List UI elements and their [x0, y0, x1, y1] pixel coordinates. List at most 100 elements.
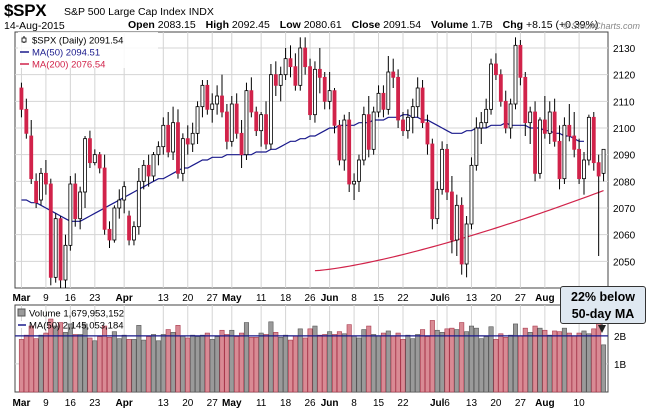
candle — [107, 221, 112, 248]
candle-body — [357, 159, 361, 182]
volume-bar — [473, 327, 479, 393]
candle — [396, 69, 401, 128]
volume-bar — [366, 325, 372, 393]
quote-date: 14-Aug-2015 — [4, 20, 65, 32]
volume-bar — [273, 332, 279, 393]
volume-bar — [33, 338, 39, 393]
volume-bar — [297, 328, 303, 393]
volume-bar — [410, 338, 416, 393]
volume-bar — [170, 332, 176, 393]
price-x-tick-label: 27 — [207, 293, 219, 304]
candle-body — [249, 90, 254, 113]
price-y-tick-label: 2050 — [613, 257, 636, 268]
candle-body — [39, 172, 43, 201]
candle-body — [572, 135, 577, 150]
candle-body — [410, 106, 415, 118]
candle — [88, 130, 92, 168]
open-label: Open — [128, 19, 155, 31]
candle-body — [489, 63, 493, 110]
candle — [273, 61, 278, 96]
volume-bar — [390, 335, 396, 393]
price-x-tick-label: 22 — [397, 293, 409, 304]
volume-bar — [415, 334, 421, 393]
volume-x-tick-label: 13 — [158, 398, 170, 409]
price-x-tick-label: Mar — [13, 293, 31, 304]
candle — [577, 138, 582, 184]
volume-bar — [121, 334, 127, 393]
candle — [180, 133, 185, 182]
candle — [102, 154, 107, 235]
volume-bar — [209, 339, 215, 393]
price-legend-bg — [18, 32, 158, 68]
price-x-tick-label: 15 — [373, 293, 385, 304]
candle — [234, 93, 239, 139]
candle — [48, 178, 53, 286]
volume-bar — [552, 330, 558, 393]
volume-legend-text-vma50: MA(50) 2,145,053,184 — [29, 321, 124, 332]
candle-body — [322, 76, 327, 102]
candle — [244, 82, 249, 160]
price-x-tick-label: 8 — [351, 293, 357, 304]
candle-body — [420, 87, 425, 124]
candle-body — [469, 164, 474, 225]
candle — [122, 181, 127, 214]
candle — [366, 96, 371, 158]
volume-bar — [459, 322, 465, 393]
volume-bar — [351, 335, 357, 393]
candle — [39, 168, 43, 206]
candle-body — [136, 180, 141, 228]
price-x-tick-label: 23 — [89, 293, 101, 304]
volume-legend-text-volume: Volume 1,679,953,152 — [29, 309, 124, 320]
candle — [166, 112, 171, 158]
candle — [342, 114, 347, 171]
candle — [78, 186, 83, 230]
candle-body — [63, 244, 68, 281]
volume-bar — [307, 328, 313, 393]
index-name: S&P 500 Large Cap Index INDX — [64, 6, 214, 18]
candle-body — [557, 140, 562, 180]
candle — [29, 120, 34, 184]
candle-body — [361, 114, 366, 161]
candle — [420, 80, 425, 128]
candle-body — [117, 199, 122, 209]
volume-bar — [229, 329, 235, 393]
close-label: Close — [351, 19, 381, 31]
candle-body — [435, 188, 440, 220]
volume-bar — [576, 332, 582, 393]
candle-body — [303, 47, 308, 68]
price-x-tick-label: May — [222, 293, 242, 304]
candle — [322, 72, 327, 110]
candle — [508, 98, 513, 139]
price-x-tick-label: Apr — [116, 293, 133, 304]
price-y-tick-label: 2080 — [613, 177, 636, 188]
candle — [141, 160, 146, 190]
candle — [386, 56, 391, 115]
candle-body — [127, 215, 131, 241]
candle-body — [474, 127, 479, 166]
candle — [547, 101, 552, 144]
candle-body — [503, 100, 508, 129]
price-x-tick-label: 16 — [65, 293, 77, 304]
volume-bar — [38, 334, 44, 393]
candle — [401, 112, 405, 136]
candle-body — [34, 180, 39, 204]
volume-bar — [302, 337, 308, 393]
candle-body — [269, 74, 273, 145]
volume-bar — [601, 344, 607, 393]
candle — [185, 125, 190, 155]
volume-x-tick-label: 18 — [280, 398, 292, 409]
volume-bar — [283, 334, 289, 393]
volume-x-tick-label: 8 — [351, 398, 357, 409]
volume-bar — [263, 334, 269, 393]
price-x-tick-label: 9 — [43, 293, 49, 304]
candle-body — [596, 162, 601, 177]
volume-bar — [586, 333, 592, 393]
volume-bar — [420, 329, 426, 393]
volume-bar — [332, 334, 338, 393]
candle — [161, 117, 166, 155]
price-x-tick-label: 13 — [466, 293, 478, 304]
candle — [34, 173, 39, 208]
volume-bar — [439, 332, 445, 393]
candle-body — [538, 119, 542, 174]
